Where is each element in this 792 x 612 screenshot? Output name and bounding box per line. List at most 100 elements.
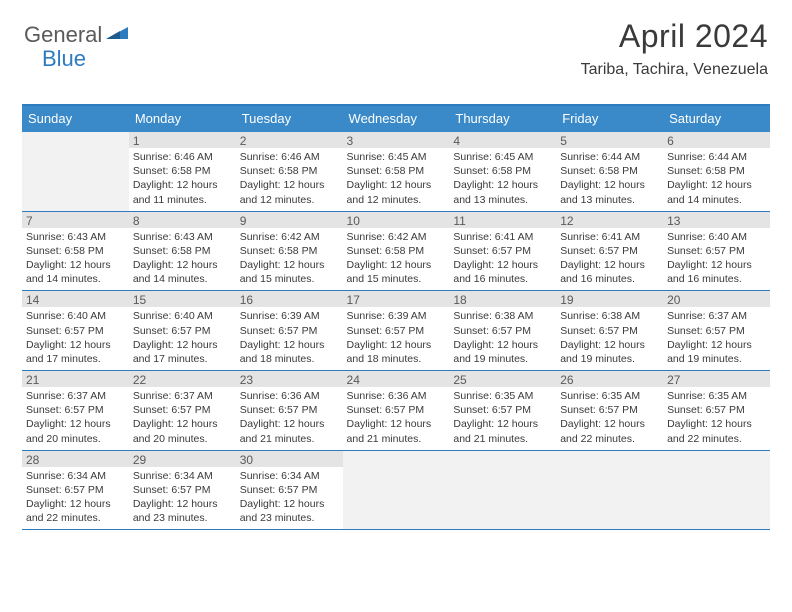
- day-number: 20: [663, 291, 770, 307]
- day-body: [22, 148, 129, 211]
- daylight-line: Daylight: 12 hours and 20 minutes.: [26, 417, 125, 445]
- day-number: [449, 451, 556, 467]
- sunrise-line: Sunrise: 6:43 AM: [26, 230, 125, 244]
- daylight-line: Daylight: 12 hours and 23 minutes.: [133, 497, 232, 525]
- day-number: 13: [663, 212, 770, 228]
- day-number: [556, 451, 663, 467]
- daylight-line: Daylight: 12 hours and 19 minutes.: [667, 338, 766, 366]
- day-body: Sunrise: 6:44 AMSunset: 6:58 PMDaylight:…: [663, 148, 770, 211]
- sunrise-line: Sunrise: 6:46 AM: [133, 150, 232, 164]
- daylight-line: Daylight: 12 hours and 18 minutes.: [347, 338, 446, 366]
- week-row: 7Sunrise: 6:43 AMSunset: 6:58 PMDaylight…: [22, 212, 770, 292]
- weekday-header: Tuesday: [236, 106, 343, 132]
- sunset-line: Sunset: 6:57 PM: [453, 324, 552, 338]
- day-cell: 27Sunrise: 6:35 AMSunset: 6:57 PMDayligh…: [663, 371, 770, 450]
- daylight-line: Daylight: 12 hours and 14 minutes.: [133, 258, 232, 286]
- week-row: 1Sunrise: 6:46 AMSunset: 6:58 PMDaylight…: [22, 132, 770, 212]
- day-body: Sunrise: 6:40 AMSunset: 6:57 PMDaylight:…: [129, 307, 236, 370]
- day-number: [343, 451, 450, 467]
- sunrise-line: Sunrise: 6:45 AM: [453, 150, 552, 164]
- daylight-line: Daylight: 12 hours and 19 minutes.: [453, 338, 552, 366]
- day-cell: 3Sunrise: 6:45 AMSunset: 6:58 PMDaylight…: [343, 132, 450, 211]
- day-cell: [449, 451, 556, 530]
- sunrise-line: Sunrise: 6:45 AM: [347, 150, 446, 164]
- daylight-line: Daylight: 12 hours and 21 minutes.: [240, 417, 339, 445]
- sunrise-line: Sunrise: 6:37 AM: [133, 389, 232, 403]
- day-cell: 4Sunrise: 6:45 AMSunset: 6:58 PMDaylight…: [449, 132, 556, 211]
- sunrise-line: Sunrise: 6:40 AM: [667, 230, 766, 244]
- day-cell: [343, 451, 450, 530]
- daylight-line: Daylight: 12 hours and 12 minutes.: [347, 178, 446, 206]
- sunset-line: Sunset: 6:58 PM: [667, 164, 766, 178]
- day-number: 1: [129, 132, 236, 148]
- sunset-line: Sunset: 6:57 PM: [133, 483, 232, 497]
- day-body: Sunrise: 6:34 AMSunset: 6:57 PMDaylight:…: [22, 467, 129, 530]
- sunset-line: Sunset: 6:58 PM: [560, 164, 659, 178]
- daylight-line: Daylight: 12 hours and 15 minutes.: [240, 258, 339, 286]
- day-body: Sunrise: 6:46 AMSunset: 6:58 PMDaylight:…: [236, 148, 343, 211]
- calendar-grid: SundayMondayTuesdayWednesdayThursdayFrid…: [22, 104, 770, 530]
- day-cell: 2Sunrise: 6:46 AMSunset: 6:58 PMDaylight…: [236, 132, 343, 211]
- daylight-line: Daylight: 12 hours and 11 minutes.: [133, 178, 232, 206]
- sunrise-line: Sunrise: 6:43 AM: [133, 230, 232, 244]
- day-body: Sunrise: 6:42 AMSunset: 6:58 PMDaylight:…: [236, 228, 343, 291]
- week-row: 28Sunrise: 6:34 AMSunset: 6:57 PMDayligh…: [22, 451, 770, 531]
- day-body: Sunrise: 6:36 AMSunset: 6:57 PMDaylight:…: [236, 387, 343, 450]
- sunset-line: Sunset: 6:58 PM: [240, 164, 339, 178]
- day-number: 27: [663, 371, 770, 387]
- day-body: Sunrise: 6:40 AMSunset: 6:57 PMDaylight:…: [663, 228, 770, 291]
- day-cell: 17Sunrise: 6:39 AMSunset: 6:57 PMDayligh…: [343, 291, 450, 370]
- day-cell: 10Sunrise: 6:42 AMSunset: 6:58 PMDayligh…: [343, 212, 450, 291]
- day-cell: 19Sunrise: 6:38 AMSunset: 6:57 PMDayligh…: [556, 291, 663, 370]
- day-cell: [663, 451, 770, 530]
- daylight-line: Daylight: 12 hours and 14 minutes.: [667, 178, 766, 206]
- weekday-header: Sunday: [22, 106, 129, 132]
- day-body: [449, 467, 556, 530]
- day-body: Sunrise: 6:38 AMSunset: 6:57 PMDaylight:…: [449, 307, 556, 370]
- daylight-line: Daylight: 12 hours and 17 minutes.: [26, 338, 125, 366]
- daylight-line: Daylight: 12 hours and 14 minutes.: [26, 258, 125, 286]
- day-number: 9: [236, 212, 343, 228]
- sunset-line: Sunset: 6:57 PM: [453, 403, 552, 417]
- day-number: 29: [129, 451, 236, 467]
- daylight-line: Daylight: 12 hours and 16 minutes.: [667, 258, 766, 286]
- daylight-line: Daylight: 12 hours and 15 minutes.: [347, 258, 446, 286]
- day-number: 6: [663, 132, 770, 148]
- day-cell: 22Sunrise: 6:37 AMSunset: 6:57 PMDayligh…: [129, 371, 236, 450]
- day-cell: 14Sunrise: 6:40 AMSunset: 6:57 PMDayligh…: [22, 291, 129, 370]
- day-number: 3: [343, 132, 450, 148]
- day-body: Sunrise: 6:34 AMSunset: 6:57 PMDaylight:…: [129, 467, 236, 530]
- sunset-line: Sunset: 6:58 PM: [347, 244, 446, 258]
- sunset-line: Sunset: 6:57 PM: [667, 244, 766, 258]
- day-cell: 13Sunrise: 6:40 AMSunset: 6:57 PMDayligh…: [663, 212, 770, 291]
- sunset-line: Sunset: 6:58 PM: [26, 244, 125, 258]
- day-body: Sunrise: 6:43 AMSunset: 6:58 PMDaylight:…: [129, 228, 236, 291]
- sunrise-line: Sunrise: 6:46 AM: [240, 150, 339, 164]
- sunset-line: Sunset: 6:57 PM: [133, 324, 232, 338]
- day-cell: 16Sunrise: 6:39 AMSunset: 6:57 PMDayligh…: [236, 291, 343, 370]
- day-number: 5: [556, 132, 663, 148]
- day-body: Sunrise: 6:37 AMSunset: 6:57 PMDaylight:…: [22, 387, 129, 450]
- day-body: Sunrise: 6:34 AMSunset: 6:57 PMDaylight:…: [236, 467, 343, 530]
- day-cell: 15Sunrise: 6:40 AMSunset: 6:57 PMDayligh…: [129, 291, 236, 370]
- page-title: April 2024: [581, 18, 768, 55]
- day-body: [663, 467, 770, 530]
- sunrise-line: Sunrise: 6:40 AM: [26, 309, 125, 323]
- day-cell: 23Sunrise: 6:36 AMSunset: 6:57 PMDayligh…: [236, 371, 343, 450]
- weekday-header-row: SundayMondayTuesdayWednesdayThursdayFrid…: [22, 106, 770, 132]
- daylight-line: Daylight: 12 hours and 22 minutes.: [667, 417, 766, 445]
- day-body: Sunrise: 6:37 AMSunset: 6:57 PMDaylight:…: [663, 307, 770, 370]
- day-cell: 26Sunrise: 6:35 AMSunset: 6:57 PMDayligh…: [556, 371, 663, 450]
- day-cell: 6Sunrise: 6:44 AMSunset: 6:58 PMDaylight…: [663, 132, 770, 211]
- day-number: 17: [343, 291, 450, 307]
- day-cell: 5Sunrise: 6:44 AMSunset: 6:58 PMDaylight…: [556, 132, 663, 211]
- sunrise-line: Sunrise: 6:42 AM: [240, 230, 339, 244]
- sunset-line: Sunset: 6:57 PM: [347, 403, 446, 417]
- day-number: 15: [129, 291, 236, 307]
- sunrise-line: Sunrise: 6:35 AM: [453, 389, 552, 403]
- sunrise-line: Sunrise: 6:42 AM: [347, 230, 446, 244]
- day-cell: 9Sunrise: 6:42 AMSunset: 6:58 PMDaylight…: [236, 212, 343, 291]
- day-cell: 25Sunrise: 6:35 AMSunset: 6:57 PMDayligh…: [449, 371, 556, 450]
- day-body: Sunrise: 6:35 AMSunset: 6:57 PMDaylight:…: [449, 387, 556, 450]
- weekday-header: Monday: [129, 106, 236, 132]
